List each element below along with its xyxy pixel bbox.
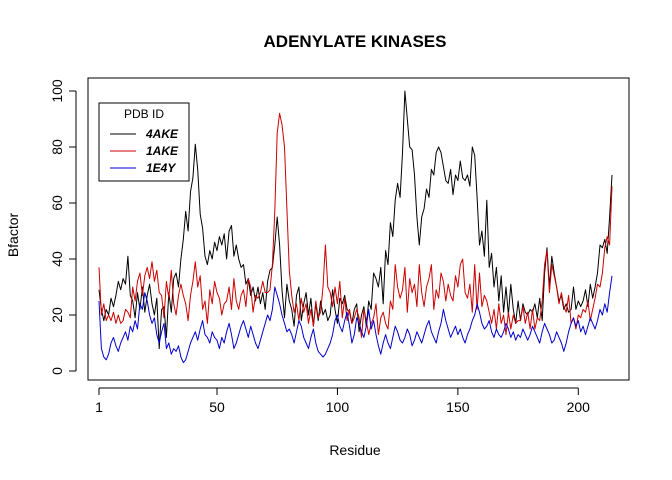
x-tick-label: 200 bbox=[567, 399, 591, 415]
legend: PDB ID 4AKE 1AKE 1E4Y bbox=[98, 102, 190, 182]
y-tick-label: 80 bbox=[49, 139, 65, 155]
x-tick-label: 50 bbox=[209, 399, 225, 415]
x-axis: 1 50 100 150 200 bbox=[95, 387, 591, 415]
y-tick-label: 0 bbox=[49, 367, 65, 375]
legend-label-1e4y: 1E4Y bbox=[146, 161, 176, 175]
series-line-1e4y bbox=[98, 275, 613, 364]
chart-title: ADENYLATE KINASES bbox=[264, 32, 447, 51]
y-tick-label: 40 bbox=[49, 251, 65, 267]
y-axis-label: Bfactor bbox=[5, 212, 21, 257]
legend-label-1ake: 1AKE bbox=[146, 144, 179, 158]
x-tick-label: 100 bbox=[326, 399, 350, 415]
x-tick-label: 150 bbox=[446, 399, 470, 415]
series-line-4ake bbox=[98, 90, 613, 350]
plot-frame bbox=[87, 77, 630, 381]
y-axis: 0 20 40 60 80 100 bbox=[49, 79, 77, 375]
series-lines bbox=[98, 90, 613, 364]
series-line-1ake bbox=[98, 112, 613, 338]
y-tick-label: 60 bbox=[49, 195, 65, 211]
legend-label-4ake: 4AKE bbox=[145, 127, 179, 141]
x-axis-label: Residue bbox=[329, 442, 381, 458]
x-tick-label: 1 bbox=[95, 399, 103, 415]
legend-title: PDB ID bbox=[124, 107, 164, 121]
y-tick-label: 100 bbox=[49, 79, 65, 103]
y-tick-label: 20 bbox=[49, 307, 65, 323]
